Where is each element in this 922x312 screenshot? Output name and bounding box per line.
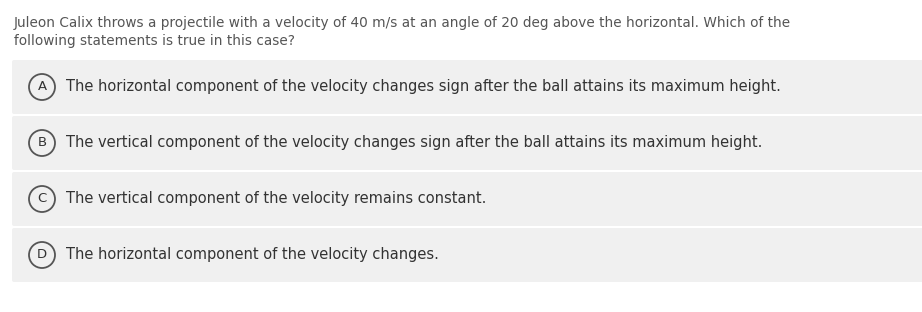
FancyBboxPatch shape (12, 228, 922, 282)
Text: A: A (38, 80, 47, 94)
Text: The vertical component of the velocity changes sign after the ball attains its m: The vertical component of the velocity c… (66, 135, 762, 150)
Ellipse shape (29, 74, 55, 100)
Ellipse shape (29, 186, 55, 212)
FancyBboxPatch shape (12, 60, 922, 114)
Text: The vertical component of the velocity remains constant.: The vertical component of the velocity r… (66, 192, 487, 207)
Text: C: C (38, 193, 47, 206)
FancyBboxPatch shape (12, 116, 922, 170)
Ellipse shape (29, 242, 55, 268)
Text: following statements is true in this case?: following statements is true in this cas… (14, 34, 295, 48)
Text: Juleon Calix throws a projectile with a velocity of 40 m/s at an angle of 20 deg: Juleon Calix throws a projectile with a … (14, 16, 791, 30)
Ellipse shape (29, 130, 55, 156)
Text: The horizontal component of the velocity changes.: The horizontal component of the velocity… (66, 247, 439, 262)
Text: B: B (38, 137, 47, 149)
Text: The horizontal component of the velocity changes sign after the ball attains its: The horizontal component of the velocity… (66, 80, 781, 95)
FancyBboxPatch shape (12, 172, 922, 226)
Text: D: D (37, 248, 47, 261)
